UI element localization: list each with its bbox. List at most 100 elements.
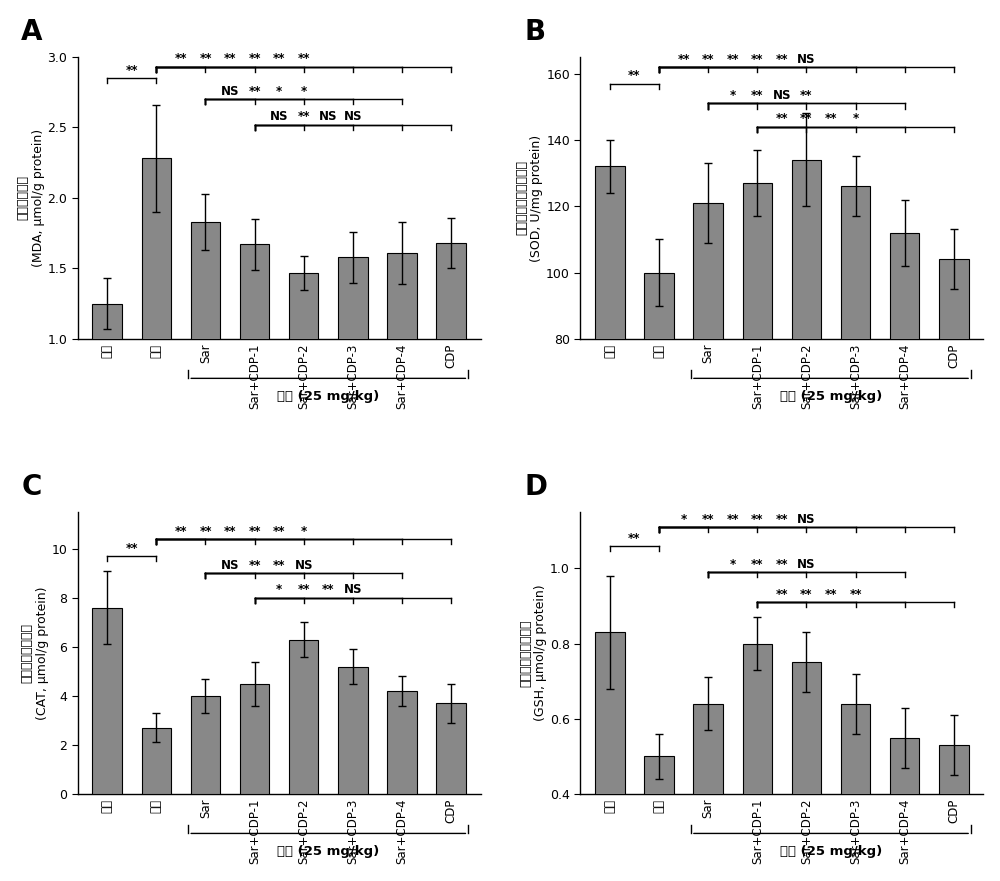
Text: A: A bbox=[21, 18, 43, 46]
Text: B: B bbox=[524, 18, 545, 46]
Bar bbox=[240, 684, 269, 794]
Text: **: ** bbox=[175, 525, 187, 537]
Text: **: ** bbox=[776, 53, 788, 65]
Y-axis label: 肾组织超氧化物歧化鉦
(SOD, U/mg protein): 肾组织超氧化物歧化鉦 (SOD, U/mg protein) bbox=[515, 135, 543, 262]
Text: 顺铂 (25 mg/kg): 顺铂 (25 mg/kg) bbox=[780, 389, 882, 403]
Y-axis label: 肾组织还原性谷胱肽
(GSH, μmol/g protein): 肾组织还原性谷胱肽 (GSH, μmol/g protein) bbox=[519, 585, 547, 722]
Text: NS: NS bbox=[221, 85, 239, 98]
Bar bbox=[191, 222, 220, 480]
Text: **: ** bbox=[298, 110, 310, 123]
Bar bbox=[743, 183, 772, 604]
Bar bbox=[644, 272, 674, 604]
Text: **: ** bbox=[126, 63, 138, 77]
Text: **: ** bbox=[298, 583, 310, 596]
Bar bbox=[595, 633, 625, 881]
Bar bbox=[92, 608, 122, 794]
Text: **: ** bbox=[248, 559, 261, 572]
Text: **: ** bbox=[298, 53, 310, 65]
Text: **: ** bbox=[751, 513, 764, 526]
Text: **: ** bbox=[273, 53, 285, 65]
Text: **: ** bbox=[175, 53, 187, 65]
Bar bbox=[595, 167, 625, 604]
Bar bbox=[240, 244, 269, 480]
Text: **: ** bbox=[702, 53, 714, 65]
Bar bbox=[142, 159, 171, 480]
Text: **: ** bbox=[628, 531, 641, 544]
Bar bbox=[841, 704, 870, 881]
Text: **: ** bbox=[273, 525, 285, 537]
Text: **: ** bbox=[776, 588, 788, 601]
Text: **: ** bbox=[322, 583, 335, 596]
Text: **: ** bbox=[751, 558, 764, 571]
Bar bbox=[841, 187, 870, 604]
Text: *: * bbox=[730, 558, 736, 571]
Y-axis label: 肾组织过氧化氢鉦
(CAT, μmol/g protein): 肾组织过氧化氢鉦 (CAT, μmol/g protein) bbox=[21, 586, 49, 720]
Text: **: ** bbox=[776, 558, 788, 571]
Bar bbox=[939, 745, 969, 881]
Bar bbox=[792, 663, 821, 881]
Bar bbox=[436, 243, 466, 480]
Text: 顺铂 (25 mg/kg): 顺铂 (25 mg/kg) bbox=[780, 845, 882, 858]
Text: **: ** bbox=[702, 513, 714, 526]
Text: NS: NS bbox=[797, 558, 816, 571]
Text: **: ** bbox=[776, 513, 788, 526]
Bar bbox=[743, 644, 772, 881]
Text: NS: NS bbox=[295, 559, 313, 572]
Bar bbox=[792, 159, 821, 604]
Bar bbox=[92, 304, 122, 480]
Text: *: * bbox=[276, 583, 282, 596]
Bar bbox=[693, 203, 723, 604]
Text: **: ** bbox=[825, 112, 837, 125]
Text: **: ** bbox=[224, 53, 236, 65]
Text: NS: NS bbox=[797, 513, 816, 526]
Text: *: * bbox=[301, 85, 307, 98]
Bar bbox=[142, 728, 171, 794]
Text: 顺铂 (25 mg/kg): 顺铂 (25 mg/kg) bbox=[277, 845, 379, 858]
Text: NS: NS bbox=[773, 89, 791, 102]
Text: C: C bbox=[21, 473, 42, 500]
Bar bbox=[191, 696, 220, 794]
Bar bbox=[289, 640, 318, 794]
Text: **: ** bbox=[199, 525, 212, 537]
Text: **: ** bbox=[751, 53, 764, 65]
Text: **: ** bbox=[248, 85, 261, 98]
Y-axis label: 肾组织丙二醉
(MDA, μmol/g protein): 肾组织丙二醉 (MDA, μmol/g protein) bbox=[17, 129, 45, 267]
Bar bbox=[644, 757, 674, 881]
Text: **: ** bbox=[776, 112, 788, 125]
Text: **: ** bbox=[248, 53, 261, 65]
Text: NS: NS bbox=[319, 110, 338, 123]
Text: **: ** bbox=[825, 588, 837, 601]
Text: *: * bbox=[301, 525, 307, 537]
Text: **: ** bbox=[726, 53, 739, 65]
Text: D: D bbox=[524, 473, 547, 500]
Text: **: ** bbox=[726, 513, 739, 526]
Text: 顺铂 (25 mg/kg): 顺铂 (25 mg/kg) bbox=[277, 389, 379, 403]
Text: **: ** bbox=[224, 525, 236, 537]
Text: NS: NS bbox=[221, 559, 239, 572]
Text: **: ** bbox=[199, 53, 212, 65]
Text: **: ** bbox=[849, 588, 862, 601]
Text: **: ** bbox=[800, 89, 813, 102]
Text: *: * bbox=[276, 85, 282, 98]
Text: **: ** bbox=[800, 588, 813, 601]
Text: **: ** bbox=[126, 542, 138, 555]
Text: **: ** bbox=[248, 525, 261, 537]
Bar bbox=[387, 253, 417, 480]
Text: **: ** bbox=[751, 89, 764, 102]
Text: **: ** bbox=[677, 53, 690, 65]
Text: *: * bbox=[852, 112, 859, 125]
Text: *: * bbox=[730, 89, 736, 102]
Bar bbox=[289, 272, 318, 480]
Text: NS: NS bbox=[344, 583, 362, 596]
Bar bbox=[387, 691, 417, 794]
Bar bbox=[693, 704, 723, 881]
Bar bbox=[890, 233, 919, 604]
Bar bbox=[338, 257, 368, 480]
Text: **: ** bbox=[273, 559, 285, 572]
Text: NS: NS bbox=[797, 53, 816, 65]
Bar bbox=[890, 737, 919, 881]
Text: **: ** bbox=[628, 69, 641, 82]
Text: *: * bbox=[680, 513, 687, 526]
Text: NS: NS bbox=[270, 110, 288, 123]
Text: NS: NS bbox=[344, 110, 362, 123]
